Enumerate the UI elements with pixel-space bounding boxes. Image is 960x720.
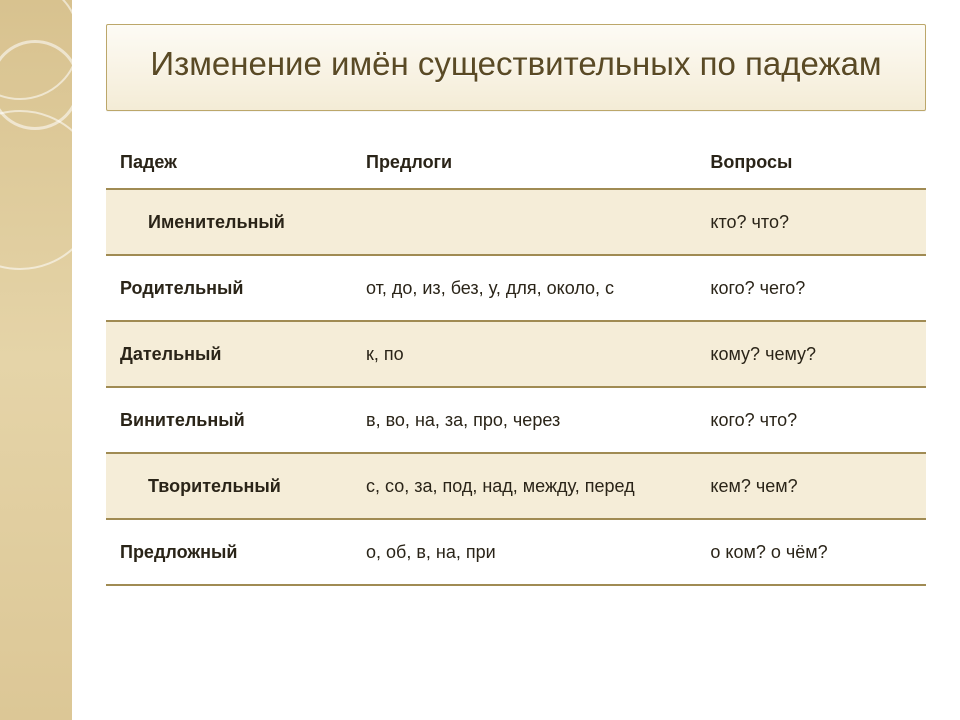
col-header-questions: Вопросы <box>696 137 926 189</box>
decorative-sidebar <box>0 0 72 720</box>
page-title: Изменение имён существительных по падежа… <box>127 43 905 84</box>
case-name: Винительный <box>120 410 245 430</box>
table-row: Именительный кто? что? <box>106 189 926 255</box>
prepositions-cell: с, со, за, под, над, между, перед <box>352 453 696 519</box>
case-cell: Именительный <box>106 189 352 255</box>
case-name: Именительный <box>120 212 285 232</box>
questions-cell: кто? что? <box>696 189 926 255</box>
table-row: Родительный от, до, из, без, у, для, окол… <box>106 255 926 321</box>
questions-cell: кого? что? <box>696 387 926 453</box>
case-cell: Родительный <box>106 255 352 321</box>
prepositions-cell: от, до, из, без, у, для, около, с <box>352 255 696 321</box>
case-cell: Винительный <box>106 387 352 453</box>
prepositions-cell: в, во, на, за, про, через <box>352 387 696 453</box>
case-name: Творительный <box>120 476 281 496</box>
prepositions-cell: о, об, в, на, при <box>352 519 696 585</box>
title-box: Изменение имён существительных по падежа… <box>106 24 926 111</box>
swirl-circle-icon <box>0 110 72 270</box>
table-header-row: Падеж Предлоги Вопросы <box>106 137 926 189</box>
case-cell: Предложный <box>106 519 352 585</box>
case-cell: Творительный <box>106 453 352 519</box>
table-row: Предложный о, об, в, на, прио ком? о чём? <box>106 519 926 585</box>
prepositions-cell <box>352 189 696 255</box>
col-header-case: Падеж <box>106 137 352 189</box>
table-row: Творительный с, со, за, под, над, между, … <box>106 453 926 519</box>
case-name: Предложный <box>120 542 237 562</box>
table-row: Дательный к, покому? чему? <box>106 321 926 387</box>
case-name: Родительный <box>120 278 243 298</box>
case-cell: Дательный <box>106 321 352 387</box>
slide-content: Изменение имён существительных по падежа… <box>72 0 960 720</box>
questions-cell: кого? чего? <box>696 255 926 321</box>
cases-table: Падеж Предлоги Вопросы Именительный кто? … <box>106 137 926 586</box>
questions-cell: кем? чем? <box>696 453 926 519</box>
questions-cell: кому? чему? <box>696 321 926 387</box>
questions-cell: о ком? о чём? <box>696 519 926 585</box>
col-header-prepositions: Предлоги <box>352 137 696 189</box>
table-row: Винительный в, во, на, за, про, черезкого… <box>106 387 926 453</box>
case-name: Дательный <box>120 344 221 364</box>
prepositions-cell: к, по <box>352 321 696 387</box>
